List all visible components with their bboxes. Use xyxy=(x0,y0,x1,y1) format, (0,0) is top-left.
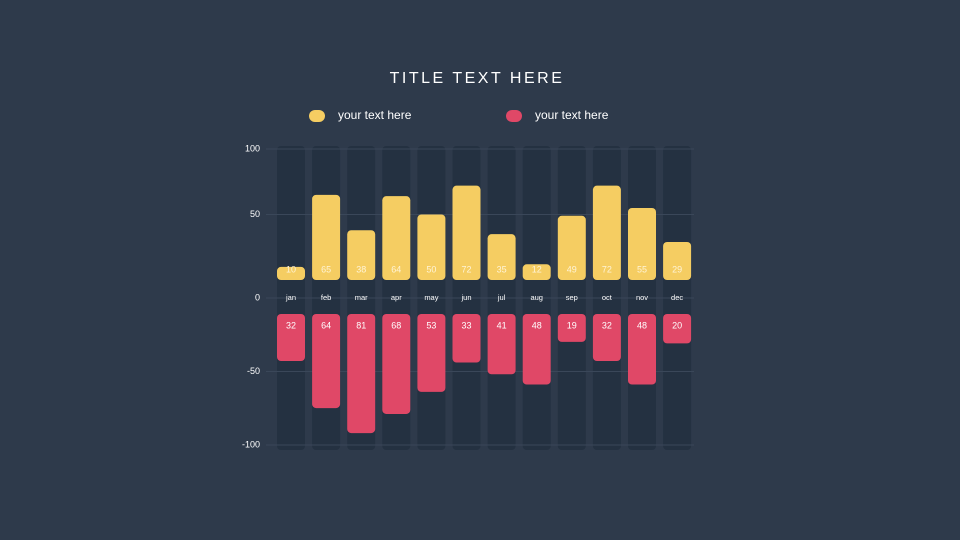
value-label: 32 xyxy=(286,320,296,330)
x-tick-label: may xyxy=(424,293,438,302)
value-label: 72 xyxy=(602,264,612,274)
bar xyxy=(522,264,551,280)
value-label: 32 xyxy=(602,320,612,330)
y-tick-label: -100 xyxy=(242,439,260,449)
bar xyxy=(277,266,305,280)
value-label: 33 xyxy=(461,320,471,330)
x-tick-label: jan xyxy=(285,293,296,302)
bar xyxy=(628,207,656,280)
value-label: 38 xyxy=(356,264,366,274)
chart-title: TITLE TEXT HERE xyxy=(390,70,565,87)
value-label: 72 xyxy=(461,264,471,274)
value-label: 35 xyxy=(497,264,507,274)
bar xyxy=(277,314,305,362)
value-label: 49 xyxy=(567,264,577,274)
bar xyxy=(628,314,656,385)
bar xyxy=(557,215,586,280)
bar xyxy=(663,314,692,344)
bar xyxy=(452,185,481,280)
x-tick-label: mar xyxy=(355,293,368,302)
bar xyxy=(382,314,411,414)
x-tick-label: sep xyxy=(566,293,578,302)
value-label: 10 xyxy=(286,264,296,274)
x-tick-label: oct xyxy=(602,293,613,302)
y-tick-label: 0 xyxy=(255,292,260,302)
legend-swatch xyxy=(506,110,522,122)
y-tick-label: 50 xyxy=(250,209,260,219)
value-label: 12 xyxy=(532,264,542,274)
bar xyxy=(382,196,411,280)
bar xyxy=(557,314,586,342)
value-label: 64 xyxy=(321,320,331,330)
x-tick-label: apr xyxy=(391,293,402,302)
legend-label: your text here xyxy=(535,108,609,122)
value-label: 50 xyxy=(426,264,436,274)
bar xyxy=(522,314,551,385)
bar xyxy=(417,314,446,392)
value-label: 29 xyxy=(672,264,682,274)
bar xyxy=(592,185,621,280)
x-tick-label: jul xyxy=(497,293,506,302)
bar xyxy=(592,314,621,362)
value-label: 53 xyxy=(426,320,436,330)
value-label: 81 xyxy=(356,320,366,330)
bar xyxy=(312,194,341,280)
bar xyxy=(347,230,376,280)
value-label: 20 xyxy=(672,320,682,330)
y-tick-label: 100 xyxy=(245,143,260,153)
x-tick-label: feb xyxy=(321,293,331,302)
bar xyxy=(487,234,516,280)
y-tick-label: -50 xyxy=(247,366,260,376)
bar xyxy=(347,314,376,434)
value-label: 19 xyxy=(567,320,577,330)
value-label: 68 xyxy=(391,320,401,330)
bar xyxy=(487,314,516,375)
x-tick-label: aug xyxy=(530,293,543,302)
bar xyxy=(663,242,692,280)
x-tick-label: nov xyxy=(636,293,648,302)
x-tick-label: jun xyxy=(460,293,471,302)
value-label: 55 xyxy=(637,264,647,274)
value-label: 48 xyxy=(637,320,647,330)
bar xyxy=(312,314,341,409)
value-label: 65 xyxy=(321,264,331,274)
value-label: 48 xyxy=(532,320,542,330)
bar xyxy=(417,214,446,280)
bar xyxy=(452,314,481,363)
value-label: 41 xyxy=(497,320,507,330)
value-label: 64 xyxy=(391,264,401,274)
legend-label: your text here xyxy=(338,108,412,122)
x-tick-label: dec xyxy=(671,293,683,302)
legend-swatch xyxy=(309,110,325,122)
